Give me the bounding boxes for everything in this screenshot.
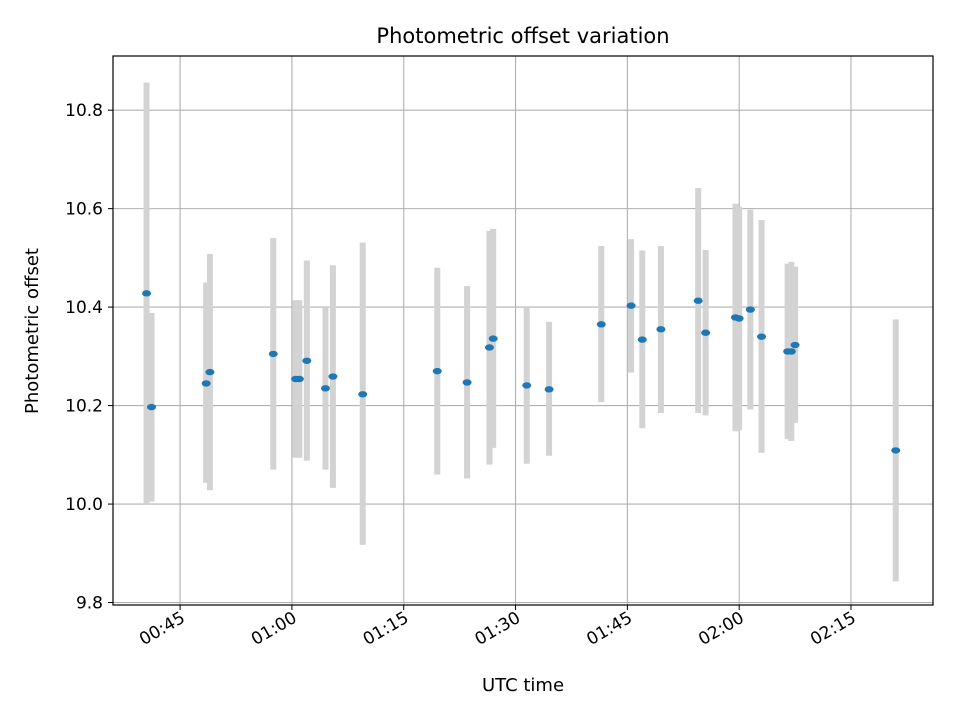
data-point [320, 385, 330, 392]
data-point [488, 335, 498, 342]
data-point [701, 329, 711, 336]
y-tick-label: 10.0 [65, 495, 103, 515]
data-point [294, 375, 304, 383]
data-point [745, 306, 755, 313]
data-point [522, 382, 532, 389]
data-point [205, 368, 215, 376]
chart-title: Photometric offset variation [376, 24, 669, 48]
data-point [637, 336, 647, 343]
data-point [268, 350, 278, 358]
data-points [142, 290, 901, 454]
data-point [302, 357, 312, 364]
data-point [786, 348, 796, 355]
y-axis-label: Photometric offset [22, 248, 43, 414]
data-point [201, 380, 211, 387]
data-point [790, 341, 800, 349]
data-point [626, 302, 636, 309]
data-point [656, 326, 666, 333]
x-axis-label: UTC time [482, 675, 564, 696]
data-point [734, 315, 744, 322]
y-tick-label: 9.8 [76, 594, 103, 614]
data-point [891, 447, 901, 454]
data-point [432, 367, 442, 375]
y-tick-label: 10.4 [65, 298, 103, 318]
data-point [693, 297, 703, 304]
data-point [142, 290, 152, 297]
data-point [596, 321, 606, 328]
y-tick-label: 10.6 [65, 200, 103, 220]
plot-frame [112, 55, 934, 606]
y-tick-label: 10.8 [65, 101, 103, 121]
y-tick-label: 10.2 [65, 397, 103, 417]
data-point [544, 386, 554, 393]
data-point [328, 373, 338, 380]
data-point [484, 344, 494, 351]
data-point [462, 379, 472, 386]
y-axis-ticks: 9.8 10.0 10.2 10.4 10.6 10.8 [65, 101, 113, 614]
data-point [358, 391, 368, 398]
data-point [147, 403, 157, 411]
data-point [757, 333, 767, 340]
